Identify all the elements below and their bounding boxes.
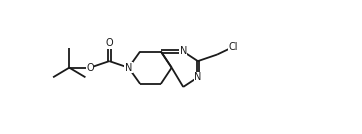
Text: N: N [125,63,132,73]
Text: O: O [86,63,94,73]
Text: N: N [194,72,202,82]
Text: N: N [180,46,187,57]
Text: O: O [105,38,113,48]
Text: Cl: Cl [228,42,238,52]
